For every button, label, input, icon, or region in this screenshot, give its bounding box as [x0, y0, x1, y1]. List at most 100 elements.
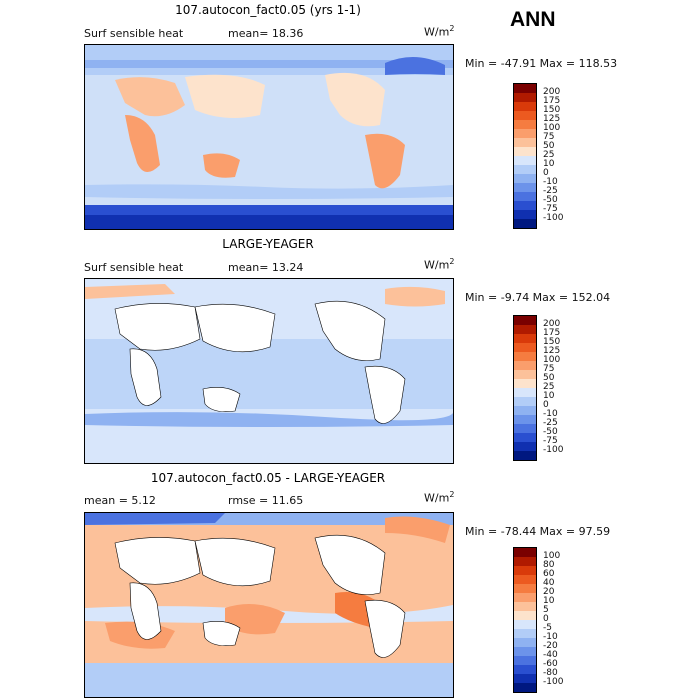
- colorbar-tick: -50: [543, 195, 558, 205]
- panel1-colorbar-swatch-3: [514, 111, 536, 120]
- panel3-colorbar-swatch-4: [514, 584, 536, 593]
- panel1-colorbar-swatch-11: [514, 183, 536, 192]
- colorbar-tick: 200: [543, 319, 561, 329]
- panel3-colorbar-swatch-13: [514, 665, 536, 674]
- panel2-colorbar-swatch-2: [514, 334, 536, 343]
- colorbar-tick: 175: [543, 328, 561, 338]
- colorbar-tick: -50: [543, 427, 558, 437]
- colorbar-tick: 100: [543, 551, 561, 561]
- season-label: ANN: [510, 8, 556, 31]
- panel1-colorbar-swatch-5: [514, 129, 536, 138]
- panel2-colorbar-swatch-1: [514, 325, 536, 334]
- panel1-colorbar-swatch-4: [514, 120, 536, 129]
- colorbar-tick: 10: [543, 596, 555, 606]
- panel2-colorbar-swatch-14: [514, 442, 536, 451]
- colorbar-tick: 25: [543, 150, 555, 160]
- colorbar-tick: -100: [543, 677, 564, 687]
- colorbar-tick: -20: [543, 641, 558, 651]
- panel3-colorbar-swatch-14: [514, 674, 536, 683]
- colorbar-tick: 175: [543, 96, 561, 106]
- panel1-colorbar-swatch-12: [514, 192, 536, 201]
- panel2-colorbar-swatch-11: [514, 415, 536, 424]
- colorbar-tick: -100: [543, 213, 564, 223]
- panel1-title: 107.autocon_fact0.05 (yrs 1-1): [175, 3, 361, 17]
- colorbar-tick: 0: [543, 400, 549, 410]
- colorbar-tick: 150: [543, 337, 561, 347]
- colorbar-tick: 0: [543, 168, 549, 178]
- panel2-units: W/m2: [424, 257, 455, 272]
- panel1-colorbar-swatch-13: [514, 201, 536, 210]
- panel2-colorbar-swatch-6: [514, 370, 536, 379]
- colorbar-tick: -60: [543, 659, 558, 669]
- panel1-colorbar-swatch-2: [514, 102, 536, 111]
- colorbar-tick: -25: [543, 418, 558, 428]
- panel3-colorbar-swatch-10: [514, 638, 536, 647]
- colorbar-tick: 75: [543, 132, 555, 142]
- colorbar-tick: 5: [543, 605, 549, 615]
- panel3-map: [84, 512, 454, 698]
- panel3-colorbar-swatch-11: [514, 647, 536, 656]
- panel2-colorbar-swatch-10: [514, 406, 536, 415]
- colorbar-tick: 200: [543, 87, 561, 97]
- panel1-colorbar-swatch-6: [514, 138, 536, 147]
- panel2-colorbar-swatch-12: [514, 424, 536, 433]
- colorbar-tick: 100: [543, 355, 561, 365]
- colorbar-tick: -75: [543, 204, 558, 214]
- colorbar-tick: 150: [543, 105, 561, 115]
- colorbar-tick: -5: [543, 623, 552, 633]
- colorbar-tick: 0: [543, 614, 549, 624]
- colorbar-tick: -80: [543, 668, 558, 678]
- colorbar-tick: -40: [543, 650, 558, 660]
- panel2-colorbar-swatch-8: [514, 388, 536, 397]
- panel2-map: [84, 278, 454, 464]
- panel2-colorbar: [513, 315, 537, 461]
- panel1-colorbar-swatch-14: [514, 210, 536, 219]
- panel3-colorbar-swatch-8: [514, 620, 536, 629]
- panel2-title: LARGE-YEAGER: [222, 237, 314, 251]
- panel3-colorbar: [513, 547, 537, 693]
- colorbar-tick: 10: [543, 391, 555, 401]
- panel1-colorbar-swatch-8: [514, 156, 536, 165]
- colorbar-tick: 75: [543, 364, 555, 374]
- panel2-colorbar-swatch-4: [514, 352, 536, 361]
- panel1-colorbar-swatch-7: [514, 147, 536, 156]
- panel1-colorbar-swatch-9: [514, 165, 536, 174]
- panel3-colorbar-swatch-6: [514, 602, 536, 611]
- colorbar-tick: 40: [543, 578, 555, 588]
- colorbar-tick: 20: [543, 587, 555, 597]
- panel1-minmax: Min = -47.91 Max = 118.53: [465, 57, 618, 70]
- panel3-colorbar-swatch-7: [514, 611, 536, 620]
- panel1-units: W/m2: [424, 24, 455, 39]
- colorbar-tick: 125: [543, 346, 561, 356]
- panel3-colorbar-swatch-9: [514, 629, 536, 638]
- panel1-colorbar: [513, 83, 537, 229]
- panel2-colorbar-swatch-9: [514, 397, 536, 406]
- panel3-colorbar-swatch-0: [514, 548, 536, 557]
- panel3-colorbar-swatch-15: [514, 683, 536, 692]
- panel2-colorbar-swatch-7: [514, 379, 536, 388]
- colorbar-tick: 125: [543, 114, 561, 124]
- panel3-units: W/m2: [424, 490, 455, 505]
- panel2-minmax: Min = -9.74 Max = 152.04: [465, 291, 611, 304]
- colorbar-tick: 80: [543, 560, 555, 570]
- colorbar-tick: 60: [543, 569, 555, 579]
- panel3-mean: mean = 5.12: [84, 494, 156, 507]
- colorbar-tick: -25: [543, 186, 558, 196]
- colorbar-tick: -75: [543, 436, 558, 446]
- panel2-colorbar-swatch-0: [514, 316, 536, 325]
- colorbar-tick: -10: [543, 177, 558, 187]
- panel1-mean: mean= 18.36: [228, 27, 304, 40]
- panel2-variable: Surf sensible heat: [84, 261, 184, 274]
- colorbar-tick: 10: [543, 159, 555, 169]
- panel2-mean: mean= 13.24: [228, 261, 304, 274]
- panel3-colorbar-swatch-5: [514, 593, 536, 602]
- panel2-colorbar-swatch-5: [514, 361, 536, 370]
- panel2-colorbar-swatch-13: [514, 433, 536, 442]
- panel3-colorbar-swatch-2: [514, 566, 536, 575]
- colorbar-tick: 50: [543, 373, 555, 383]
- panel1-colorbar-swatch-1: [514, 93, 536, 102]
- panel3-title: 107.autocon_fact0.05 - LARGE-YEAGER: [150, 471, 386, 485]
- panel3-minmax: Min = -78.44 Max = 97.59: [465, 525, 611, 538]
- colorbar-tick: -10: [543, 632, 558, 642]
- panel3-colorbar-swatch-12: [514, 656, 536, 665]
